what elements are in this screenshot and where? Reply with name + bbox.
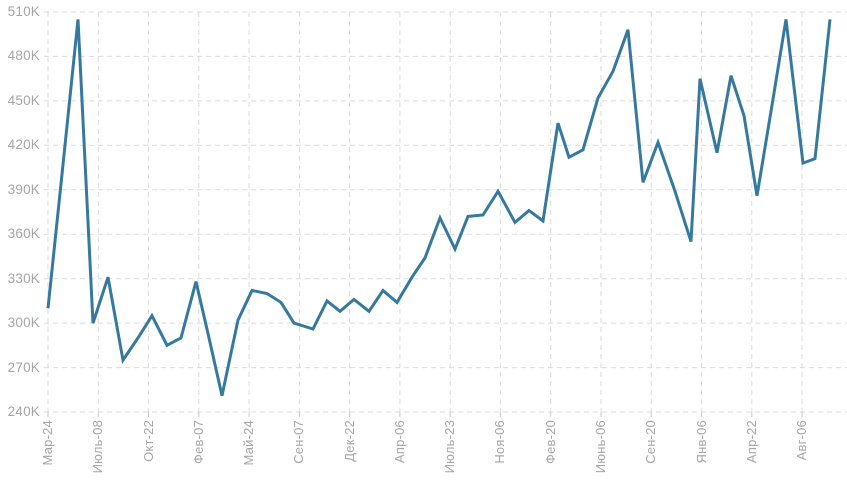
x-axis-tick-label: Апр-06 bbox=[392, 419, 407, 463]
x-axis-tick-label-text: Фев-20 bbox=[543, 420, 558, 465]
x-axis-tick-label: Июль-08 bbox=[90, 419, 105, 473]
x-axis-tick-label-text: Апр-22 bbox=[744, 420, 759, 463]
x-axis-tick-label: Ноя-06 bbox=[492, 419, 507, 464]
y-axis-tick-label: 300K bbox=[7, 315, 40, 330]
x-axis-tick-label: Май-24 bbox=[241, 419, 256, 465]
x-axis-tick-label: Окт-22 bbox=[141, 419, 156, 462]
x-axis-tick-label-text: Июль-08 bbox=[90, 420, 105, 474]
x-axis-tick-label-text: Окт-22 bbox=[141, 420, 156, 462]
x-axis-tick-label: Сен-20 bbox=[643, 419, 658, 464]
x-axis-tick-label: Янв-06 bbox=[694, 419, 709, 463]
x-axis-tick-label-text: Сен-20 bbox=[643, 420, 658, 464]
x-axis-tick-label: Фев-07 bbox=[191, 419, 206, 464]
y-axis-tick-label: 240K bbox=[7, 404, 40, 419]
x-axis-tick-label: Фев-20 bbox=[543, 419, 558, 464]
x-axis-tick-label-text: Сен-07 bbox=[291, 420, 306, 464]
x-axis-tick-label: Апр-22 bbox=[744, 419, 759, 463]
y-axis-tick-label: 390K bbox=[7, 182, 40, 197]
x-axis-tick-label-text: Авг-06 bbox=[794, 420, 809, 461]
x-axis-tick-label-text: Май-24 bbox=[241, 420, 256, 466]
x-axis-tick-label-text: Ноя-06 bbox=[492, 420, 507, 464]
y-axis-tick-label: 330K bbox=[7, 271, 40, 286]
x-axis-tick-label-text: Фев-07 bbox=[191, 420, 206, 465]
y-axis-tick-label: 270K bbox=[7, 360, 40, 375]
y-axis-tick-label: 420K bbox=[7, 137, 40, 152]
y-axis-tick-label: 480K bbox=[7, 48, 40, 63]
x-axis-tick-label: Авг-06 bbox=[794, 419, 809, 460]
x-axis-tick-label: Сен-07 bbox=[291, 419, 306, 464]
x-axis-tick-label-text: Июль-23 bbox=[442, 420, 457, 474]
x-axis-tick-label-text: Янв-06 bbox=[694, 420, 709, 464]
y-axis-tick-label: 360K bbox=[7, 226, 40, 241]
x-axis-tick-label-text: Апр-06 bbox=[392, 420, 407, 463]
x-axis-tick-label-text: Июнь-06 bbox=[593, 420, 608, 474]
x-axis-tick-label: Дек-22 bbox=[342, 419, 357, 462]
series-line bbox=[46, 19, 832, 397]
y-axis-tick-label: 450K bbox=[7, 93, 40, 108]
x-axis-tick-label-text: Мар-24 bbox=[40, 420, 55, 466]
x-axis-tick-label-text: Дек-22 bbox=[342, 420, 357, 462]
x-axis-tick-label: Мар-24 bbox=[40, 419, 55, 465]
x-axis-tick-label: Июнь-06 bbox=[593, 419, 608, 473]
x-axis-tick-label: Июль-23 bbox=[442, 419, 457, 473]
y-axis-tick-label: 510K bbox=[7, 4, 40, 19]
